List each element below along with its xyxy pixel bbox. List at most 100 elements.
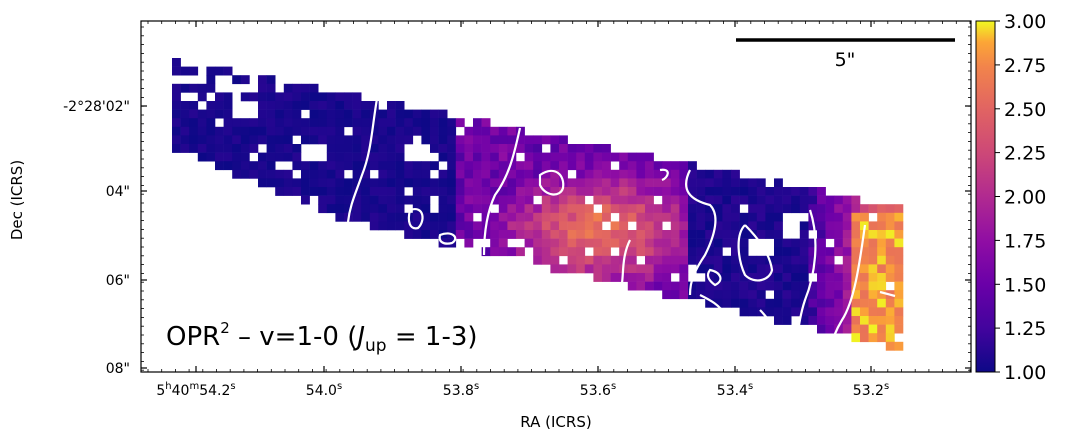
heatmap-pixel-466 [498, 221, 508, 231]
heatmap-pixel-90 [258, 101, 267, 110]
heatmap-pixel-823 [713, 212, 723, 222]
contour-0 [346, 92, 380, 223]
heatmap-pixel-855 [731, 221, 740, 231]
heatmap-pixel-1085 [860, 324, 869, 334]
annotation-sup: 2 [220, 319, 230, 337]
heatmap-pixel-589 [576, 195, 586, 205]
x-tick-5-s: s [884, 381, 889, 392]
heatmap-pixel-53 [223, 66, 233, 76]
heatmap-pixel-484 [516, 126, 525, 136]
heatmap-pixel-12 [180, 101, 190, 110]
heatmap-pixel-453 [490, 238, 500, 248]
heatmap-pixel-898 [756, 212, 766, 222]
heatmap-pixel-517 [533, 204, 543, 214]
heatmap-pixel-270 [378, 152, 388, 162]
heatmap-pixel-1089 [868, 230, 878, 239]
heatmap-pixel-34 [206, 66, 216, 76]
heatmap-pixel-982 [808, 238, 818, 248]
heatmap-pixel-108 [266, 152, 276, 162]
heatmap-pixel-102 [266, 101, 276, 110]
heatmap-pixel-519 [533, 221, 543, 231]
heatmap-pixel-1065 [851, 290, 861, 300]
heatmap-pixel-1029 [834, 247, 844, 257]
heatmap-pixel-526 [541, 161, 551, 171]
heatmap-pixel-578 [567, 230, 577, 239]
heatmap-pixel-910 [765, 204, 775, 214]
heatmap-pixel-954 [791, 247, 801, 257]
heatmap-pixel-1045 [842, 255, 852, 265]
heatmap-pixel-789 [696, 178, 706, 188]
heatmap-pixel-641 [610, 152, 620, 162]
heatmap-pixel-191 [326, 187, 336, 196]
heatmap-pixel-652 [610, 273, 620, 282]
heatmap-pixel-610 [584, 264, 594, 274]
heatmap-pixel-165 [309, 169, 319, 179]
heatmap-pixel-222 [352, 92, 362, 102]
heatmap-pixel-434 [481, 187, 491, 196]
heatmap-pixel-995 [817, 221, 826, 231]
heatmap-pixel-446 [490, 169, 500, 179]
heatmap-pixel-782 [688, 230, 697, 239]
heatmap-pixel-569 [567, 144, 577, 153]
heatmap-pixel-261 [369, 195, 379, 205]
heatmap-pixel-546 [550, 204, 560, 214]
heatmap-pixel-999 [817, 255, 826, 265]
heatmap-pixel-1145 [894, 298, 904, 308]
heatmap-pixel-856 [731, 230, 740, 239]
heatmap-pixel-567 [559, 247, 568, 257]
heatmap-pixel-1003 [817, 290, 826, 300]
heatmap-pixel-1097 [868, 298, 878, 308]
heatmap-pixel-738 [662, 255, 672, 265]
heatmap-pixel-875 [739, 273, 749, 282]
heatmap-pixel-896 [756, 195, 766, 205]
heatmap-pixel-819 [713, 178, 723, 188]
heatmap-pixel-87 [258, 75, 267, 85]
heatmap-pixel-948 [782, 307, 792, 317]
heatmap-pixel-792 [696, 204, 706, 214]
heatmap-pixel-44 [215, 66, 224, 76]
heatmap-pixel-248 [361, 195, 371, 205]
heatmap-pixel-82 [249, 126, 259, 136]
heatmap-pixel-585 [576, 161, 586, 171]
heatmap-pixel-523 [533, 255, 543, 265]
heatmap-pixel-1033 [834, 290, 844, 300]
heatmap-pixel-768 [679, 247, 689, 257]
colorbar [975, 20, 996, 373]
heatmap-pixel-361 [438, 152, 448, 162]
heatmap-pixel-1075 [860, 238, 869, 248]
heatmap-pixel-539 [550, 144, 560, 153]
heatmap-pixel-137 [292, 101, 302, 110]
heatmap-pixel-432 [481, 169, 491, 179]
heatmap-pixel-915 [765, 264, 775, 274]
contour-11 [828, 224, 867, 351]
heatmap-pixel-291 [387, 204, 396, 214]
heatmap-pixel-864 [731, 298, 740, 308]
heatmap-pixel-61 [223, 152, 233, 162]
heatmap-pixel-1023 [834, 195, 844, 205]
heatmap-pixel-1099 [868, 316, 878, 325]
heatmap-pixel-347 [430, 126, 439, 136]
x-tick-0-m: m [189, 381, 199, 392]
heatmap-pixel-187 [326, 152, 336, 162]
heatmap-pixel-372 [447, 126, 457, 136]
heatmap-pixel-74 [240, 126, 250, 136]
heatmap-pixel-735 [662, 230, 672, 239]
heatmap-pixel-777 [688, 187, 697, 196]
heatmap-pixel-181 [326, 101, 336, 110]
heatmap-pixel-132 [283, 169, 293, 179]
heatmap-pixel-766 [679, 230, 689, 239]
heatmap-pixel-303 [395, 178, 405, 188]
heatmap-pixel-826 [713, 238, 723, 248]
heatmap-pixel-462 [498, 187, 508, 196]
heatmap-pixel-226 [352, 126, 362, 136]
heatmap-pixel-806 [705, 204, 715, 214]
heatmap-pixel-514 [533, 169, 543, 179]
heatmap-pixel-917 [765, 281, 775, 291]
heatmap-pixel-1025 [834, 212, 844, 222]
heatmap-pixel-104 [266, 118, 276, 128]
heatmap-pixel-305 [395, 195, 405, 205]
contour-6 [684, 169, 717, 296]
heatmap-pixel-487 [516, 161, 525, 171]
heatmap-pixel-364 [438, 187, 448, 196]
heatmap-pixel-1117 [877, 333, 887, 343]
